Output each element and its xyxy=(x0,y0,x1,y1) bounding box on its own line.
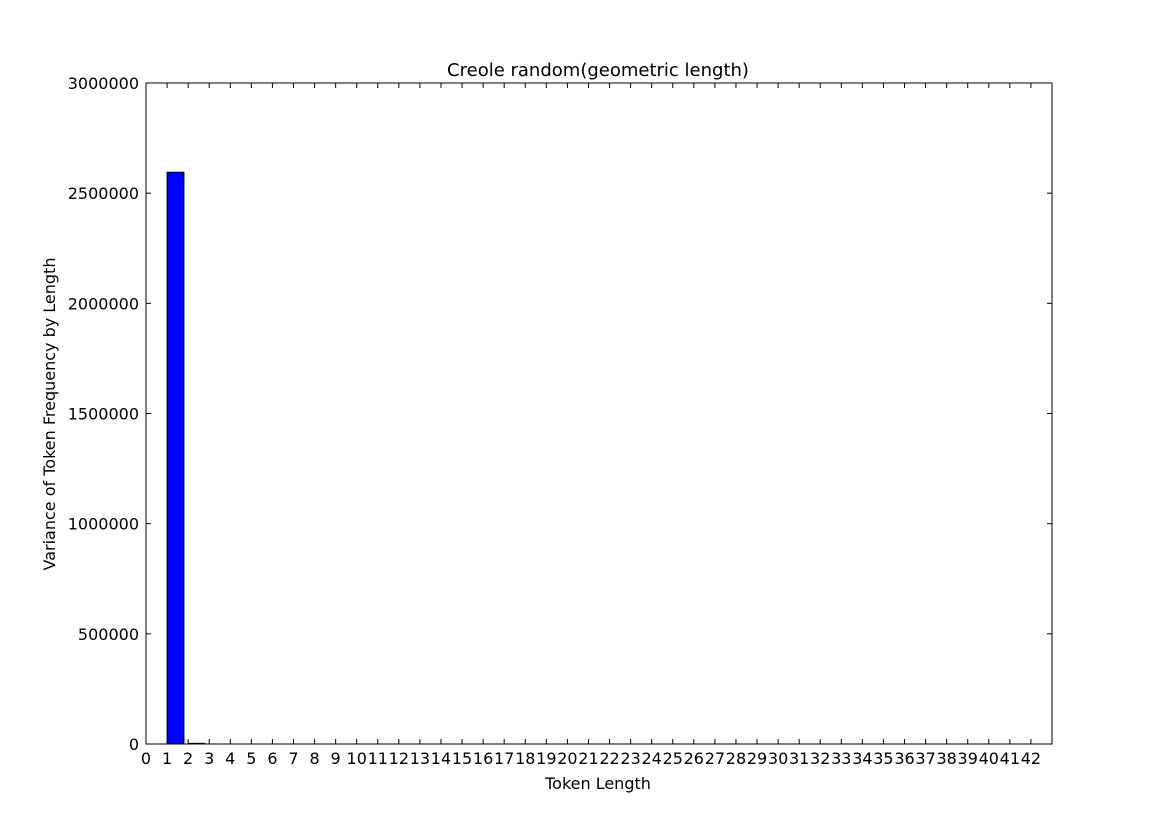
x-tick-label: 2 xyxy=(183,749,193,768)
x-tick-label: 19 xyxy=(536,749,556,768)
plot-frame xyxy=(145,82,1053,745)
x-tick-label: 31 xyxy=(789,749,809,768)
x-tick-label: 15 xyxy=(452,749,472,768)
x-tick-label: 38 xyxy=(936,749,956,768)
x-tick-label: 25 xyxy=(663,749,683,768)
x-tick-label: 20 xyxy=(557,749,577,768)
x-tick-label: 18 xyxy=(515,749,535,768)
x-tick-label: 16 xyxy=(473,749,493,768)
bars xyxy=(166,171,206,745)
bar xyxy=(166,171,185,745)
y-tick-label: 2000000 xyxy=(68,294,139,313)
x-tick-label: 6 xyxy=(267,749,277,768)
x-tick-label: 7 xyxy=(288,749,298,768)
x-tick-label: 4 xyxy=(225,749,235,768)
x-tick-label: 41 xyxy=(1000,749,1020,768)
y-tick-label: 2500000 xyxy=(68,184,139,203)
x-tick-label: 23 xyxy=(620,749,640,768)
x-tick-label: 42 xyxy=(1021,749,1041,768)
y-tick-label: 3000000 xyxy=(68,74,139,93)
x-tick-label: 12 xyxy=(389,749,409,768)
x-tick-label: 13 xyxy=(410,749,430,768)
x-tick-label: 17 xyxy=(494,749,514,768)
y-axis-ticks: 0 500000 1000000 1500000 2000000 2500000 30000… xyxy=(68,74,1052,754)
x-tick-label: 26 xyxy=(684,749,704,768)
y-tick-label: 1500000 xyxy=(68,405,139,424)
x-tick-label: 1 xyxy=(162,749,172,768)
x-tick-label: 34 xyxy=(852,749,872,768)
chart-title: Creole random(geometric length) xyxy=(447,60,749,81)
x-tick-label: 11 xyxy=(368,749,388,768)
x-tick-label: 21 xyxy=(578,749,598,768)
x-tick-label: 14 xyxy=(431,749,451,768)
x-tick-label: 10 xyxy=(347,749,367,768)
x-tick-label: 0 xyxy=(141,749,151,768)
x-tick-label: 36 xyxy=(894,749,914,768)
x-tick-label: 9 xyxy=(331,749,341,768)
x-tick-label: 5 xyxy=(246,749,256,768)
x-tick-label: 8 xyxy=(309,749,319,768)
x-tick-label: 30 xyxy=(768,749,788,768)
y-axis-label: Variance of Token Frequency by Length xyxy=(40,258,59,571)
x-tick-label: 24 xyxy=(641,749,661,768)
y-tick-label: 1000000 xyxy=(68,515,139,534)
x-tick-label: 33 xyxy=(831,749,851,768)
y-tick-label: 0 xyxy=(129,735,139,754)
y-tick-label: 500000 xyxy=(78,625,139,644)
x-tick-label: 29 xyxy=(747,749,767,768)
x-tick-label: 32 xyxy=(810,749,830,768)
x-axis-label: Token Length xyxy=(544,774,651,793)
x-tick-label: 28 xyxy=(726,749,746,768)
x-tick-label: 39 xyxy=(958,749,978,768)
x-axis-ticks: 0 1 2 3 4 5 6 7 8 9 10 11 12 13 14 15 16 17 18 19 20 21 22 23 24… xyxy=(141,83,1041,768)
x-tick-label: 35 xyxy=(873,749,893,768)
x-tick-label: 40 xyxy=(979,749,999,768)
x-tick-label: 22 xyxy=(599,749,619,768)
x-tick-label: 37 xyxy=(915,749,935,768)
x-tick-label: 3 xyxy=(204,749,214,768)
x-tick-label: 27 xyxy=(705,749,725,768)
